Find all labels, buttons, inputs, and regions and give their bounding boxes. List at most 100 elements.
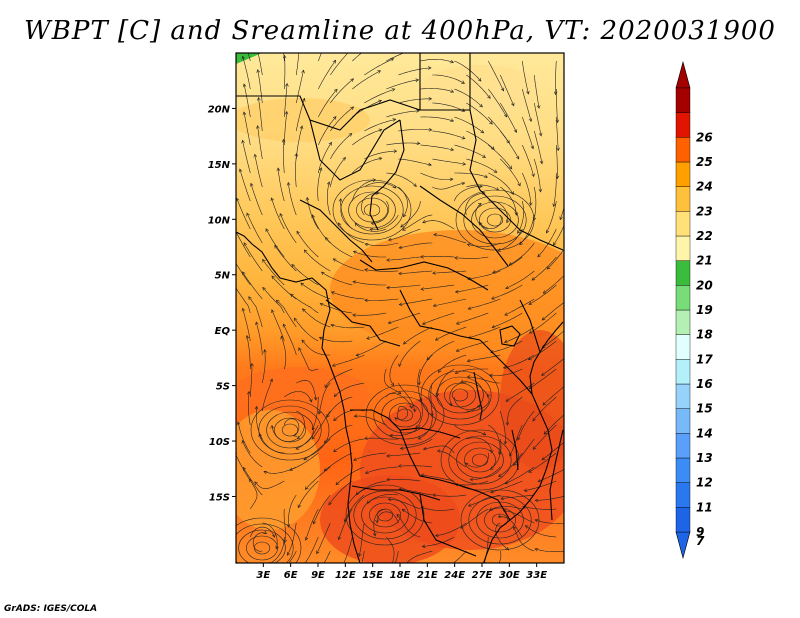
lat-tick-label: 5S [216, 382, 230, 393]
streamline [420, 116, 454, 122]
streamline-arrow [334, 88, 338, 93]
streamline-arrow [282, 54, 287, 59]
lake-victoria [499, 325, 521, 347]
streamline [386, 110, 420, 118]
streamline [449, 382, 467, 407]
streamline [304, 249, 331, 272]
streamline [283, 323, 297, 356]
vortex-ring [345, 484, 425, 546]
streamline-arrow [375, 40, 378, 43]
vortex-ring [376, 508, 394, 522]
streamline-arrow [510, 191, 514, 196]
streamline [467, 242, 501, 247]
streamline [489, 368, 523, 376]
streamline-arrow [428, 66, 432, 70]
colorbar-level-label: 21 [696, 254, 713, 268]
streamline [398, 382, 416, 412]
streamline [296, 231, 319, 258]
streamline [284, 111, 288, 146]
streamline-arrow [553, 241, 557, 246]
streamline-arrow [397, 390, 402, 395]
streamline-arrow [240, 29, 243, 32]
streamline-arrow [328, 501, 332, 506]
streamline [454, 60, 482, 82]
streamline-arrow [536, 105, 541, 109]
streamline [303, 438, 331, 461]
green-shade-patch [236, 53, 262, 64]
streamline [318, 142, 332, 174]
streamline-arrow [490, 489, 494, 494]
colorbar-swatch [675, 285, 691, 311]
streamline [324, 368, 353, 388]
streamline-arrow [528, 118, 533, 123]
colorbar-level-label: 11 [696, 500, 713, 514]
streamline [466, 394, 490, 412]
streamline [352, 70, 381, 90]
streamline-arrow [490, 466, 494, 470]
streamline [541, 330, 564, 349]
streamline [396, 514, 421, 538]
streamline [386, 479, 421, 482]
streamline [505, 382, 535, 402]
streamline [553, 173, 557, 207]
streamline-arrow [469, 477, 474, 482]
streamline [283, 139, 285, 174]
streamline-arrow [296, 230, 300, 235]
lon-tick-label: 27E [472, 570, 493, 581]
streamline-arrow [440, 569, 443, 572]
streamline [265, 228, 285, 258]
streamline-arrow [461, 80, 465, 84]
streamline [284, 55, 286, 90]
streamline-arrow [271, 309, 275, 314]
streamline [398, 270, 433, 274]
streamline [504, 298, 535, 316]
border-namibia [351, 485, 441, 501]
streamline-arrow [333, 393, 338, 398]
streamline [301, 339, 331, 356]
streamline [567, 75, 569, 109]
streamline [568, 103, 569, 137]
streamline [366, 326, 399, 339]
streamline [398, 158, 432, 166]
streamline-arrow [332, 258, 337, 262]
streamline-arrow [450, 59, 454, 64]
streamline [262, 259, 285, 286]
streamline [284, 391, 312, 403]
streamline-arrow [466, 375, 471, 379]
vortex-ring [361, 496, 409, 534]
colorbar-level-label: 24 [696, 180, 713, 194]
streamline [296, 380, 317, 401]
streamline-arrow [364, 268, 368, 272]
streamline-arrow [245, 334, 250, 339]
lat-tick-label: 10N [208, 215, 231, 226]
streamline-arrow [241, 307, 246, 312]
streamline [522, 506, 557, 510]
streamline [250, 526, 275, 538]
streamline [338, 222, 365, 244]
streamline [465, 192, 485, 216]
streamline [488, 172, 514, 195]
streamline [398, 129, 432, 132]
streamline [352, 179, 376, 202]
streamline [352, 157, 382, 174]
streamline-arrow [565, 106, 568, 109]
streamline-arrow [546, 265, 551, 270]
streamline-arrow [422, 446, 427, 451]
lake-malawi [511, 429, 519, 471]
vortex-ring [455, 189, 535, 251]
vortex-ring [463, 195, 527, 245]
streamline [364, 150, 397, 160]
streamline [513, 526, 535, 552]
streamline-arrow [238, 168, 243, 173]
streamline [432, 102, 465, 112]
streamline [242, 440, 263, 468]
colorbar-top-arrow [675, 60, 691, 89]
streamline-arrow [505, 422, 510, 426]
streamline-arrow [526, 90, 530, 95]
streamline-arrow [462, 162, 467, 166]
colorbar-level-label: 20 [696, 278, 713, 292]
streamline-arrow [242, 83, 247, 88]
streamline [386, 79, 419, 90]
streamline-arrow [487, 95, 491, 99]
streamline-arrow [256, 69, 260, 73]
